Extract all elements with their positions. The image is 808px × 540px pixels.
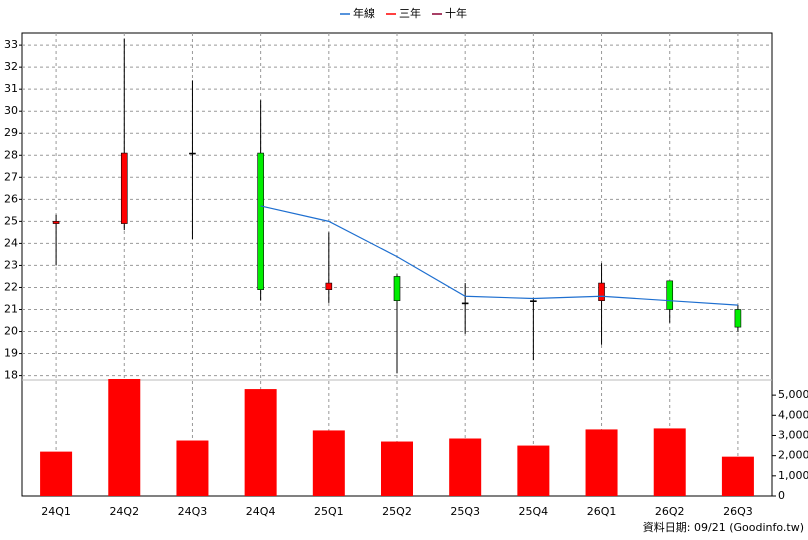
y-tick-label: 27 [4, 170, 18, 183]
y-tick-label: 26 [4, 192, 18, 205]
y-tick-label: 30 [4, 104, 18, 117]
footer: 資料日期: 09/21 (Goodinfo.tw) [643, 520, 804, 534]
x-tick-label: 26Q1 [587, 505, 617, 518]
candle-body [325, 282, 333, 290]
legend-label: 三年 [399, 6, 421, 20]
line-series [260, 205, 738, 306]
candle-body [530, 300, 537, 302]
x-tick-label: 24Q1 [41, 505, 71, 518]
y-tick-label: 33 [4, 38, 18, 51]
y-tick-label: 18 [4, 369, 18, 382]
x-tick-label: 26Q3 [723, 505, 753, 518]
y2-tick-label: 5,000 [778, 388, 808, 401]
y2-tick-label: 1,000 [778, 469, 808, 482]
x-tick-label: 26Q2 [655, 505, 685, 518]
legend-label: 年線 [353, 6, 375, 20]
candle-body [393, 276, 401, 301]
bar [176, 440, 209, 496]
bar [517, 445, 550, 496]
candle-body [461, 302, 469, 305]
y-tick-label: 24 [4, 236, 18, 249]
x-tick-label: 25Q4 [519, 505, 549, 518]
x-tick-label: 25Q3 [450, 505, 480, 518]
candle-body [598, 282, 605, 301]
candle-body [257, 152, 264, 290]
bar [721, 456, 754, 496]
candle-body [666, 280, 674, 310]
bar [585, 429, 618, 496]
y-tick-label: 29 [4, 126, 18, 139]
y-tick-label: 25 [4, 214, 18, 227]
bar [108, 378, 141, 496]
candle-body [120, 152, 128, 224]
bar [449, 438, 482, 496]
y-tick-label: 23 [4, 258, 18, 271]
y-tick-label: 28 [4, 148, 18, 161]
y-tick-label: 19 [4, 347, 18, 360]
x-tick-label: 24Q4 [246, 505, 276, 518]
x-tick-label: 25Q1 [314, 505, 344, 518]
bar [40, 451, 73, 496]
legend-label: 十年 [445, 6, 467, 20]
bar [244, 389, 277, 496]
x-tick-label: 25Q2 [382, 505, 412, 518]
bar [312, 430, 345, 496]
y-tick-label: 21 [4, 302, 18, 315]
y2-tick-label: 4,000 [778, 408, 808, 421]
x-tick-label: 24Q3 [178, 505, 208, 518]
candle-body [734, 309, 742, 328]
y-tick-label: 32 [4, 60, 18, 73]
y-tick-label: 22 [4, 280, 18, 293]
y2-tick-label: 3,000 [778, 428, 808, 441]
y-tick-label: 31 [4, 82, 18, 95]
y2-tick-label: 2,000 [778, 449, 808, 462]
y2-tick-label: 0 [778, 489, 785, 502]
bar [653, 428, 686, 496]
candle-body [52, 221, 60, 224]
bar [381, 441, 413, 496]
candle-body [189, 152, 196, 155]
y-tick-label: 20 [4, 325, 18, 338]
x-tick-label: 24Q2 [109, 505, 139, 518]
